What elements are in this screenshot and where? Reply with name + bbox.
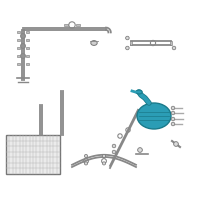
Circle shape	[85, 155, 87, 157]
Ellipse shape	[136, 90, 142, 94]
Circle shape	[172, 107, 174, 109]
Bar	[64, 24, 68, 26]
Circle shape	[102, 162, 106, 165]
Circle shape	[139, 149, 141, 151]
Circle shape	[112, 144, 116, 148]
Circle shape	[85, 163, 87, 164]
Circle shape	[112, 150, 116, 154]
Circle shape	[103, 155, 105, 157]
Circle shape	[172, 112, 174, 114]
Circle shape	[172, 123, 174, 125]
Circle shape	[84, 162, 88, 165]
Bar	[26, 39, 29, 41]
Circle shape	[113, 151, 115, 153]
Circle shape	[171, 106, 175, 110]
Circle shape	[175, 143, 177, 145]
Circle shape	[138, 148, 142, 152]
Circle shape	[174, 142, 178, 146]
Bar	[17, 55, 20, 57]
Bar	[170, 41, 172, 45]
Circle shape	[173, 47, 175, 49]
Bar	[17, 31, 20, 33]
Bar	[17, 39, 20, 41]
Circle shape	[172, 46, 176, 50]
Bar	[26, 55, 29, 57]
Circle shape	[171, 111, 175, 115]
Bar	[130, 41, 132, 45]
Circle shape	[171, 117, 175, 121]
Circle shape	[84, 154, 88, 158]
Bar	[76, 24, 80, 26]
Bar	[17, 47, 20, 49]
Ellipse shape	[91, 41, 97, 45]
Circle shape	[102, 154, 106, 158]
Bar	[26, 47, 29, 49]
Bar	[26, 31, 29, 33]
Circle shape	[126, 46, 129, 50]
Bar	[17, 63, 20, 65]
Circle shape	[126, 36, 129, 40]
Circle shape	[127, 47, 128, 49]
Bar	[26, 63, 29, 65]
Circle shape	[127, 37, 128, 39]
Circle shape	[113, 145, 115, 147]
Ellipse shape	[137, 103, 171, 129]
Bar	[6, 135, 60, 174]
Circle shape	[103, 163, 105, 164]
Circle shape	[172, 118, 174, 120]
Circle shape	[171, 122, 175, 126]
